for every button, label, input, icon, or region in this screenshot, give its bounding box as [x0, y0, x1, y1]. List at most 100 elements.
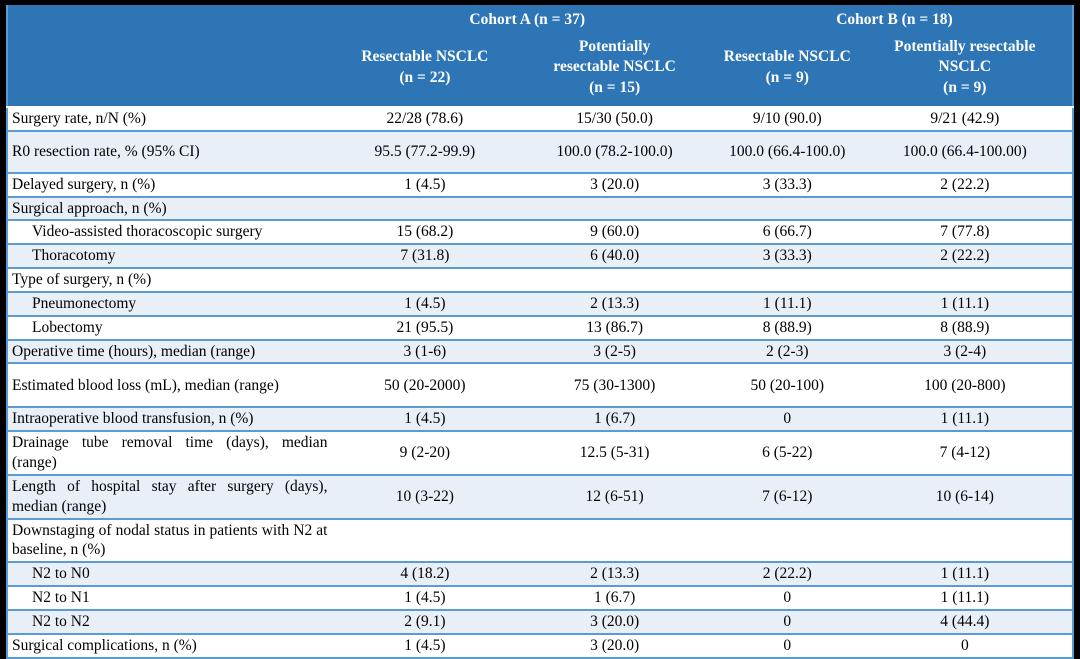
- row-value: 21 (95.5): [337, 314, 513, 340]
- row-label: Intraoperative blood transfusion, n (%): [7, 406, 338, 432]
- table-row: Drainage tube removal time (days), media…: [7, 430, 1073, 475]
- row-value: 1 (11.1): [857, 561, 1073, 587]
- row-value: 10 (6-14): [857, 473, 1073, 519]
- corner-cell: [7, 29, 338, 107]
- row-value: 2 (22.2): [857, 171, 1073, 197]
- table-row: R0 resection rate, % (95% CI) 95.5 (77.2-…: [7, 129, 1073, 173]
- row-value: 3 (20.0): [512, 608, 717, 634]
- row-value: [337, 195, 513, 221]
- row-value: 7 (4-12): [857, 430, 1073, 475]
- row-value: 1 (11.1): [857, 585, 1073, 610]
- row-value: 0: [716, 632, 858, 658]
- row-value: 1 (11.1): [716, 290, 858, 316]
- table-row: Operative time (hours), median (range) 3 …: [7, 338, 1073, 364]
- row-value: 2 (2-3): [716, 338, 858, 364]
- table-row: Intraoperative blood transfusion, n (%) 1…: [7, 406, 1073, 432]
- row-label: Operative time (hours), median (range): [7, 338, 338, 364]
- row-value: [716, 195, 858, 221]
- row-value: 50 (20-100): [716, 362, 858, 408]
- row-value: [716, 517, 858, 563]
- row-value: 13 (86.7): [512, 314, 717, 340]
- row-value: 12.5 (5-31): [512, 430, 717, 475]
- row-value: 1 (4.5): [337, 290, 513, 316]
- row-value: 12 (6-51): [512, 473, 717, 519]
- row-value: 2 (13.3): [512, 290, 717, 316]
- row-value: 9/10 (90.0): [716, 106, 858, 131]
- row-value: [512, 517, 717, 563]
- row-value: 0: [716, 585, 858, 610]
- row-label: Surgical complications, n (%): [7, 632, 338, 658]
- row-label: Lobectomy: [7, 314, 338, 340]
- row-value: 2 (13.3): [512, 561, 717, 587]
- row-value: 1 (11.1): [857, 406, 1073, 432]
- row-value: [716, 267, 858, 292]
- row-value: 3 (33.3): [716, 171, 858, 197]
- row-label: Estimated blood loss (mL), median (range…: [7, 362, 338, 408]
- table-row: N2 to N1 1 (4.5) 1 (6.7) 0 1 (11.1): [7, 585, 1073, 610]
- row-label: N2 to N0: [7, 561, 338, 587]
- row-value: 95.5 (77.2-99.9): [337, 129, 513, 173]
- row-label: N2 to N2: [7, 608, 338, 634]
- row-value: 3 (2-5): [512, 338, 717, 364]
- row-value: 75 (30-1300): [512, 362, 717, 408]
- row-label: Delayed surgery, n (%): [7, 171, 338, 197]
- subgroup-header-row: Resectable NSCLC (n = 22) Potentially re…: [7, 29, 1073, 107]
- row-value: 7 (31.8): [337, 243, 513, 269]
- row-label: R0 resection rate, % (95% CI): [7, 129, 338, 173]
- col-header-cohort-a-resectable: Resectable NSCLC (n = 22): [337, 29, 513, 107]
- row-label: Surgical approach, n (%): [7, 195, 338, 221]
- row-value: 3 (2-4): [857, 338, 1073, 364]
- table-row: Surgical complications, n (%) 1 (4.5) 3 (2…: [7, 632, 1073, 658]
- table-row: Delayed surgery, n (%) 1 (4.5) 3 (20.0) 3 (…: [7, 171, 1073, 197]
- row-value: [857, 517, 1073, 563]
- row-value: 6 (5-22): [716, 430, 858, 475]
- row-value: 15/30 (50.0): [512, 106, 717, 131]
- row-label: N2 to N1: [7, 585, 338, 610]
- row-value: [337, 267, 513, 292]
- row-value: 9 (2-20): [337, 430, 513, 475]
- row-value: 1 (4.5): [337, 171, 513, 197]
- row-value: 1 (6.7): [512, 406, 717, 432]
- row-value: 50 (20-2000): [337, 362, 513, 408]
- row-label: Video-assisted thoracoscopic surgery: [7, 219, 338, 245]
- row-value: 9/21 (42.9): [857, 106, 1073, 131]
- cohort-b-header: Cohort B (n = 18): [716, 5, 1073, 29]
- row-value: 3 (1-6): [337, 338, 513, 364]
- row-value: 100.0 (66.4-100.0): [716, 129, 858, 173]
- table-row: Pneumonectomy 1 (4.5) 2 (13.3) 1 (11.1) 1 (1…: [7, 290, 1073, 316]
- row-value: 7 (6-12): [716, 473, 858, 519]
- row-value: 15 (68.2): [337, 219, 513, 245]
- table-row: N2 to N0 4 (18.2) 2 (13.3) 2 (22.2) 1 (11.1): [7, 561, 1073, 587]
- col-header-cohort-b-potentially-resectable: Potentially resectable NSCLC (n = 9): [857, 29, 1073, 107]
- row-value: 0: [716, 406, 858, 432]
- row-value: 0: [857, 632, 1073, 658]
- row-value: 100.0 (66.4-100.00): [857, 129, 1073, 173]
- table-row: Surgery rate, n/N (%) 22/28 (78.6) 15/30 (…: [7, 106, 1073, 131]
- row-value: 9 (60.0): [512, 219, 717, 245]
- row-label: Type of surgery, n (%): [7, 267, 338, 292]
- row-value: 1 (4.5): [337, 632, 513, 658]
- row-value: 1 (11.1): [857, 290, 1073, 316]
- corner-cell: [7, 5, 338, 29]
- row-value: 1 (4.5): [337, 406, 513, 432]
- row-value: 1 (6.7): [512, 585, 717, 610]
- table-body: Surgery rate, n/N (%) 22/28 (78.6) 15/30 (…: [7, 106, 1073, 658]
- row-label: Downstaging of nodal status in patients …: [7, 517, 338, 563]
- table-row: Estimated blood loss (mL), median (range…: [7, 362, 1073, 408]
- table-row: Surgical approach, n (%): [7, 195, 1073, 221]
- row-value: 0: [716, 608, 858, 634]
- table-frame: Cohort A (n = 37) Cohort B (n = 18) Rese…: [6, 5, 1074, 659]
- surgical-outcomes-table: Cohort A (n = 37) Cohort B (n = 18) Rese…: [6, 5, 1074, 659]
- row-value: 100.0 (78.2-100.0): [512, 129, 717, 173]
- table-row: Downstaging of nodal status in patients …: [7, 517, 1073, 563]
- row-label: Surgery rate, n/N (%): [7, 106, 338, 131]
- row-value: [337, 517, 513, 563]
- row-value: 2 (22.2): [857, 243, 1073, 269]
- table-row: Video-assisted thoracoscopic surgery 15 (…: [7, 219, 1073, 245]
- row-value: 2 (22.2): [716, 561, 858, 587]
- row-value: 22/28 (78.6): [337, 106, 513, 131]
- row-value: [857, 195, 1073, 221]
- row-value: 3 (20.0): [512, 171, 717, 197]
- row-value: 4 (44.4): [857, 608, 1073, 634]
- table-row: Lobectomy 21 (95.5) 13 (86.7) 8 (88.9) 8 (88…: [7, 314, 1073, 340]
